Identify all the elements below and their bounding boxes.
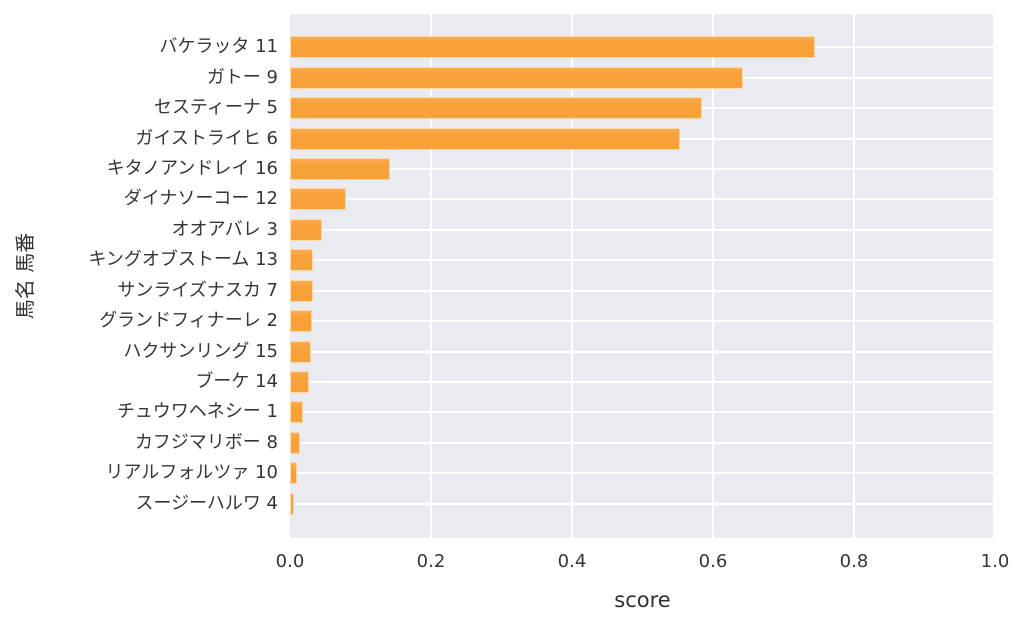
bar [290, 36, 816, 59]
y-gridline [290, 411, 995, 414]
y-tick-label: リアルフォルツァ 10 [105, 462, 278, 484]
bar [290, 249, 314, 272]
x-gridline [571, 14, 573, 538]
y-gridline [290, 380, 995, 383]
x-gridline [853, 14, 855, 538]
y-tick-label: オオアバレ 3 [171, 218, 278, 240]
y-tick-label: ダイナソーコー 12 [123, 188, 278, 210]
y-tick-label: ハクサンリング 15 [123, 340, 278, 362]
y-tick-label: サンライズナスカ 7 [117, 279, 278, 301]
y-gridline [290, 228, 995, 231]
y-tick-label: ガトー 9 [206, 66, 278, 88]
plot-area [290, 14, 995, 538]
y-gridline [290, 167, 995, 170]
bar [290, 401, 304, 424]
y-gridline [290, 198, 995, 201]
bar [290, 431, 300, 454]
y-gridline [290, 259, 995, 262]
bar [290, 127, 680, 150]
x-gridline [993, 14, 995, 538]
bar [290, 188, 346, 211]
bar [290, 370, 310, 393]
y-tick-label: チュウワヘネシー 1 [116, 401, 278, 423]
y-tick-label: セスティーナ 5 [153, 97, 278, 119]
y-tick-label: キングオブストーム 13 [88, 249, 278, 271]
x-gridline [712, 14, 714, 538]
y-tick-label: ブーケ 14 [195, 370, 278, 392]
bar [290, 66, 743, 89]
y-tick-label: ガイストライヒ 6 [135, 127, 278, 149]
y-tick-label: キタノアンドレイ 16 [106, 157, 278, 179]
x-tick-label: 0.0 [275, 551, 305, 572]
x-tick-label: 0.2 [416, 551, 446, 572]
y-tick-label: スージーハルワ 4 [135, 492, 278, 514]
x-gridline [430, 14, 432, 538]
y-gridline [290, 320, 995, 323]
y-tick-label: バケラッタ 11 [159, 36, 278, 58]
bar [290, 279, 313, 302]
bar [290, 340, 312, 363]
x-tick-label: 0.6 [698, 551, 728, 572]
y-tick-label: グランドフィナーレ 2 [99, 310, 278, 332]
bar [290, 218, 323, 241]
y-gridline [290, 472, 995, 475]
y-gridline [290, 502, 995, 505]
y-gridline [290, 289, 995, 292]
x-tick-label: 1.0 [980, 551, 1010, 572]
y-tick-label: カフジマリボー 8 [134, 431, 278, 453]
bar [290, 492, 294, 515]
bar [290, 462, 298, 485]
bar [290, 310, 312, 333]
x-tick-label: 0.8 [839, 551, 869, 572]
bar [290, 157, 391, 180]
x-tick-label: 0.4 [557, 551, 587, 572]
x-axis-label: score [614, 588, 671, 612]
y-gridline [290, 350, 995, 353]
y-gridline [290, 441, 995, 444]
bar [290, 97, 702, 120]
